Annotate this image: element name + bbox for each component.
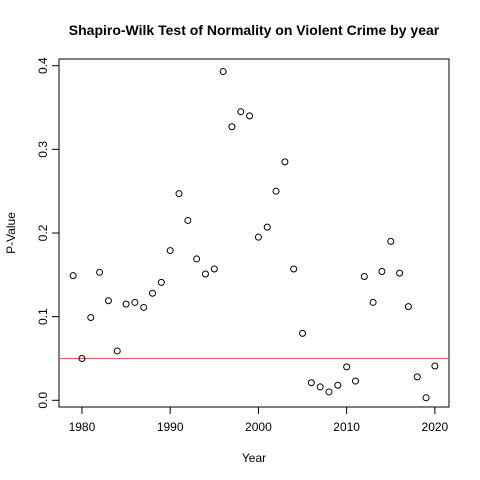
data-point [184, 216, 192, 224]
data-point [69, 272, 77, 280]
data-point [237, 108, 245, 116]
data-point [422, 394, 430, 402]
y-tick-label: 0.4 [36, 57, 50, 74]
data-point [78, 354, 86, 362]
data-point [210, 265, 218, 273]
data-point [387, 237, 395, 245]
y-axis-label: P-Value [4, 212, 18, 254]
data-point [193, 255, 201, 263]
x-tick-label: 2020 [422, 420, 449, 434]
data-point [378, 267, 386, 275]
data-point [157, 278, 165, 286]
x-tick-label: 2000 [245, 420, 272, 434]
data-point [307, 379, 315, 387]
data-point [96, 268, 104, 276]
data-point [228, 123, 236, 131]
data-points [69, 68, 439, 402]
data-point [122, 300, 130, 308]
data-point [431, 362, 439, 370]
data-point [175, 190, 183, 198]
data-point [254, 233, 262, 241]
data-point [219, 68, 227, 76]
x-tick-label: 2010 [333, 420, 360, 434]
y-tick-label: 0.0 [36, 392, 50, 409]
y-tick-label: 0.2 [36, 224, 50, 241]
x-axis: 1980 1990 2000 2010 2020 [69, 406, 449, 434]
data-point [104, 297, 112, 305]
data-point [201, 270, 209, 278]
plot-frame [58, 58, 450, 408]
data-point [360, 273, 368, 280]
data-point [149, 289, 157, 297]
x-tick-label: 1990 [157, 420, 184, 434]
data-point [299, 329, 307, 337]
data-point [131, 298, 139, 306]
data-point [351, 377, 359, 385]
data-point [316, 383, 324, 391]
y-tick-label: 0.1 [36, 308, 50, 325]
data-point [263, 223, 271, 231]
data-point [413, 373, 421, 381]
data-point [290, 265, 298, 273]
data-point [281, 158, 289, 166]
chart-title: Shapiro-Wilk Test of Normality on Violen… [69, 22, 440, 38]
data-point [113, 347, 121, 355]
y-axis: 0.0 0.1 0.2 0.3 0.4 [36, 57, 60, 409]
data-point [343, 363, 351, 371]
data-point [404, 303, 412, 311]
data-point [369, 298, 377, 306]
y-tick-label: 0.3 [36, 141, 50, 158]
data-point [272, 187, 280, 195]
x-axis-label: Year [242, 451, 266, 465]
data-point [246, 112, 254, 120]
data-point [87, 313, 95, 321]
data-point [334, 381, 342, 389]
x-tick-label: 1980 [69, 420, 96, 434]
data-point [166, 247, 174, 255]
data-point [140, 303, 148, 311]
data-point [325, 388, 333, 396]
data-point [396, 269, 404, 277]
